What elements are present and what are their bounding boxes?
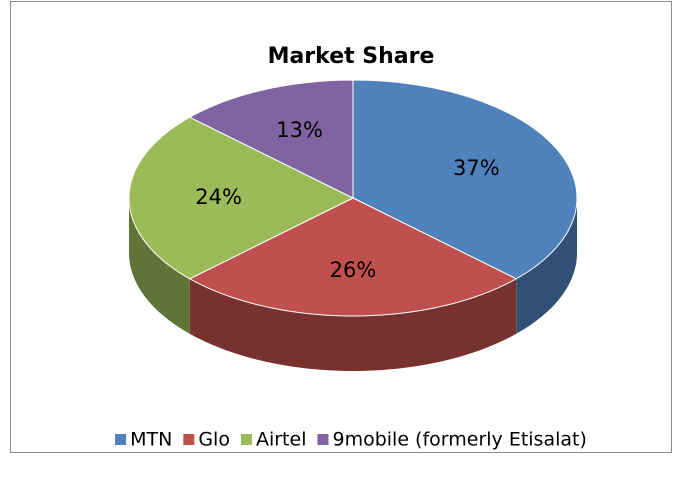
legend-swatch (115, 434, 127, 445)
legend-label: Glo (198, 429, 230, 451)
slice (188, 79, 354, 199)
slice (188, 197, 518, 317)
legend-swatch (317, 434, 329, 445)
slice (352, 79, 578, 280)
slice-side (129, 198, 190, 334)
legend-swatch (183, 434, 195, 445)
data-label: 37% (453, 156, 500, 180)
legend: MTN Glo Airtel 9mobile (formerly Etisalat) (115, 429, 587, 451)
legend-label: 9mobile (formerly Etisalat) (332, 429, 586, 451)
data-label: 26% (330, 258, 377, 282)
slice-side (516, 198, 577, 334)
slice-side (189, 278, 517, 371)
legend-label: MTN (130, 429, 172, 451)
chart-title: Market Share (268, 44, 435, 69)
slice (128, 116, 355, 280)
data-label: 24% (195, 185, 242, 209)
legend-swatch (240, 434, 252, 445)
legend-label: Airtel (256, 429, 307, 451)
data-label: 13% (276, 118, 323, 142)
